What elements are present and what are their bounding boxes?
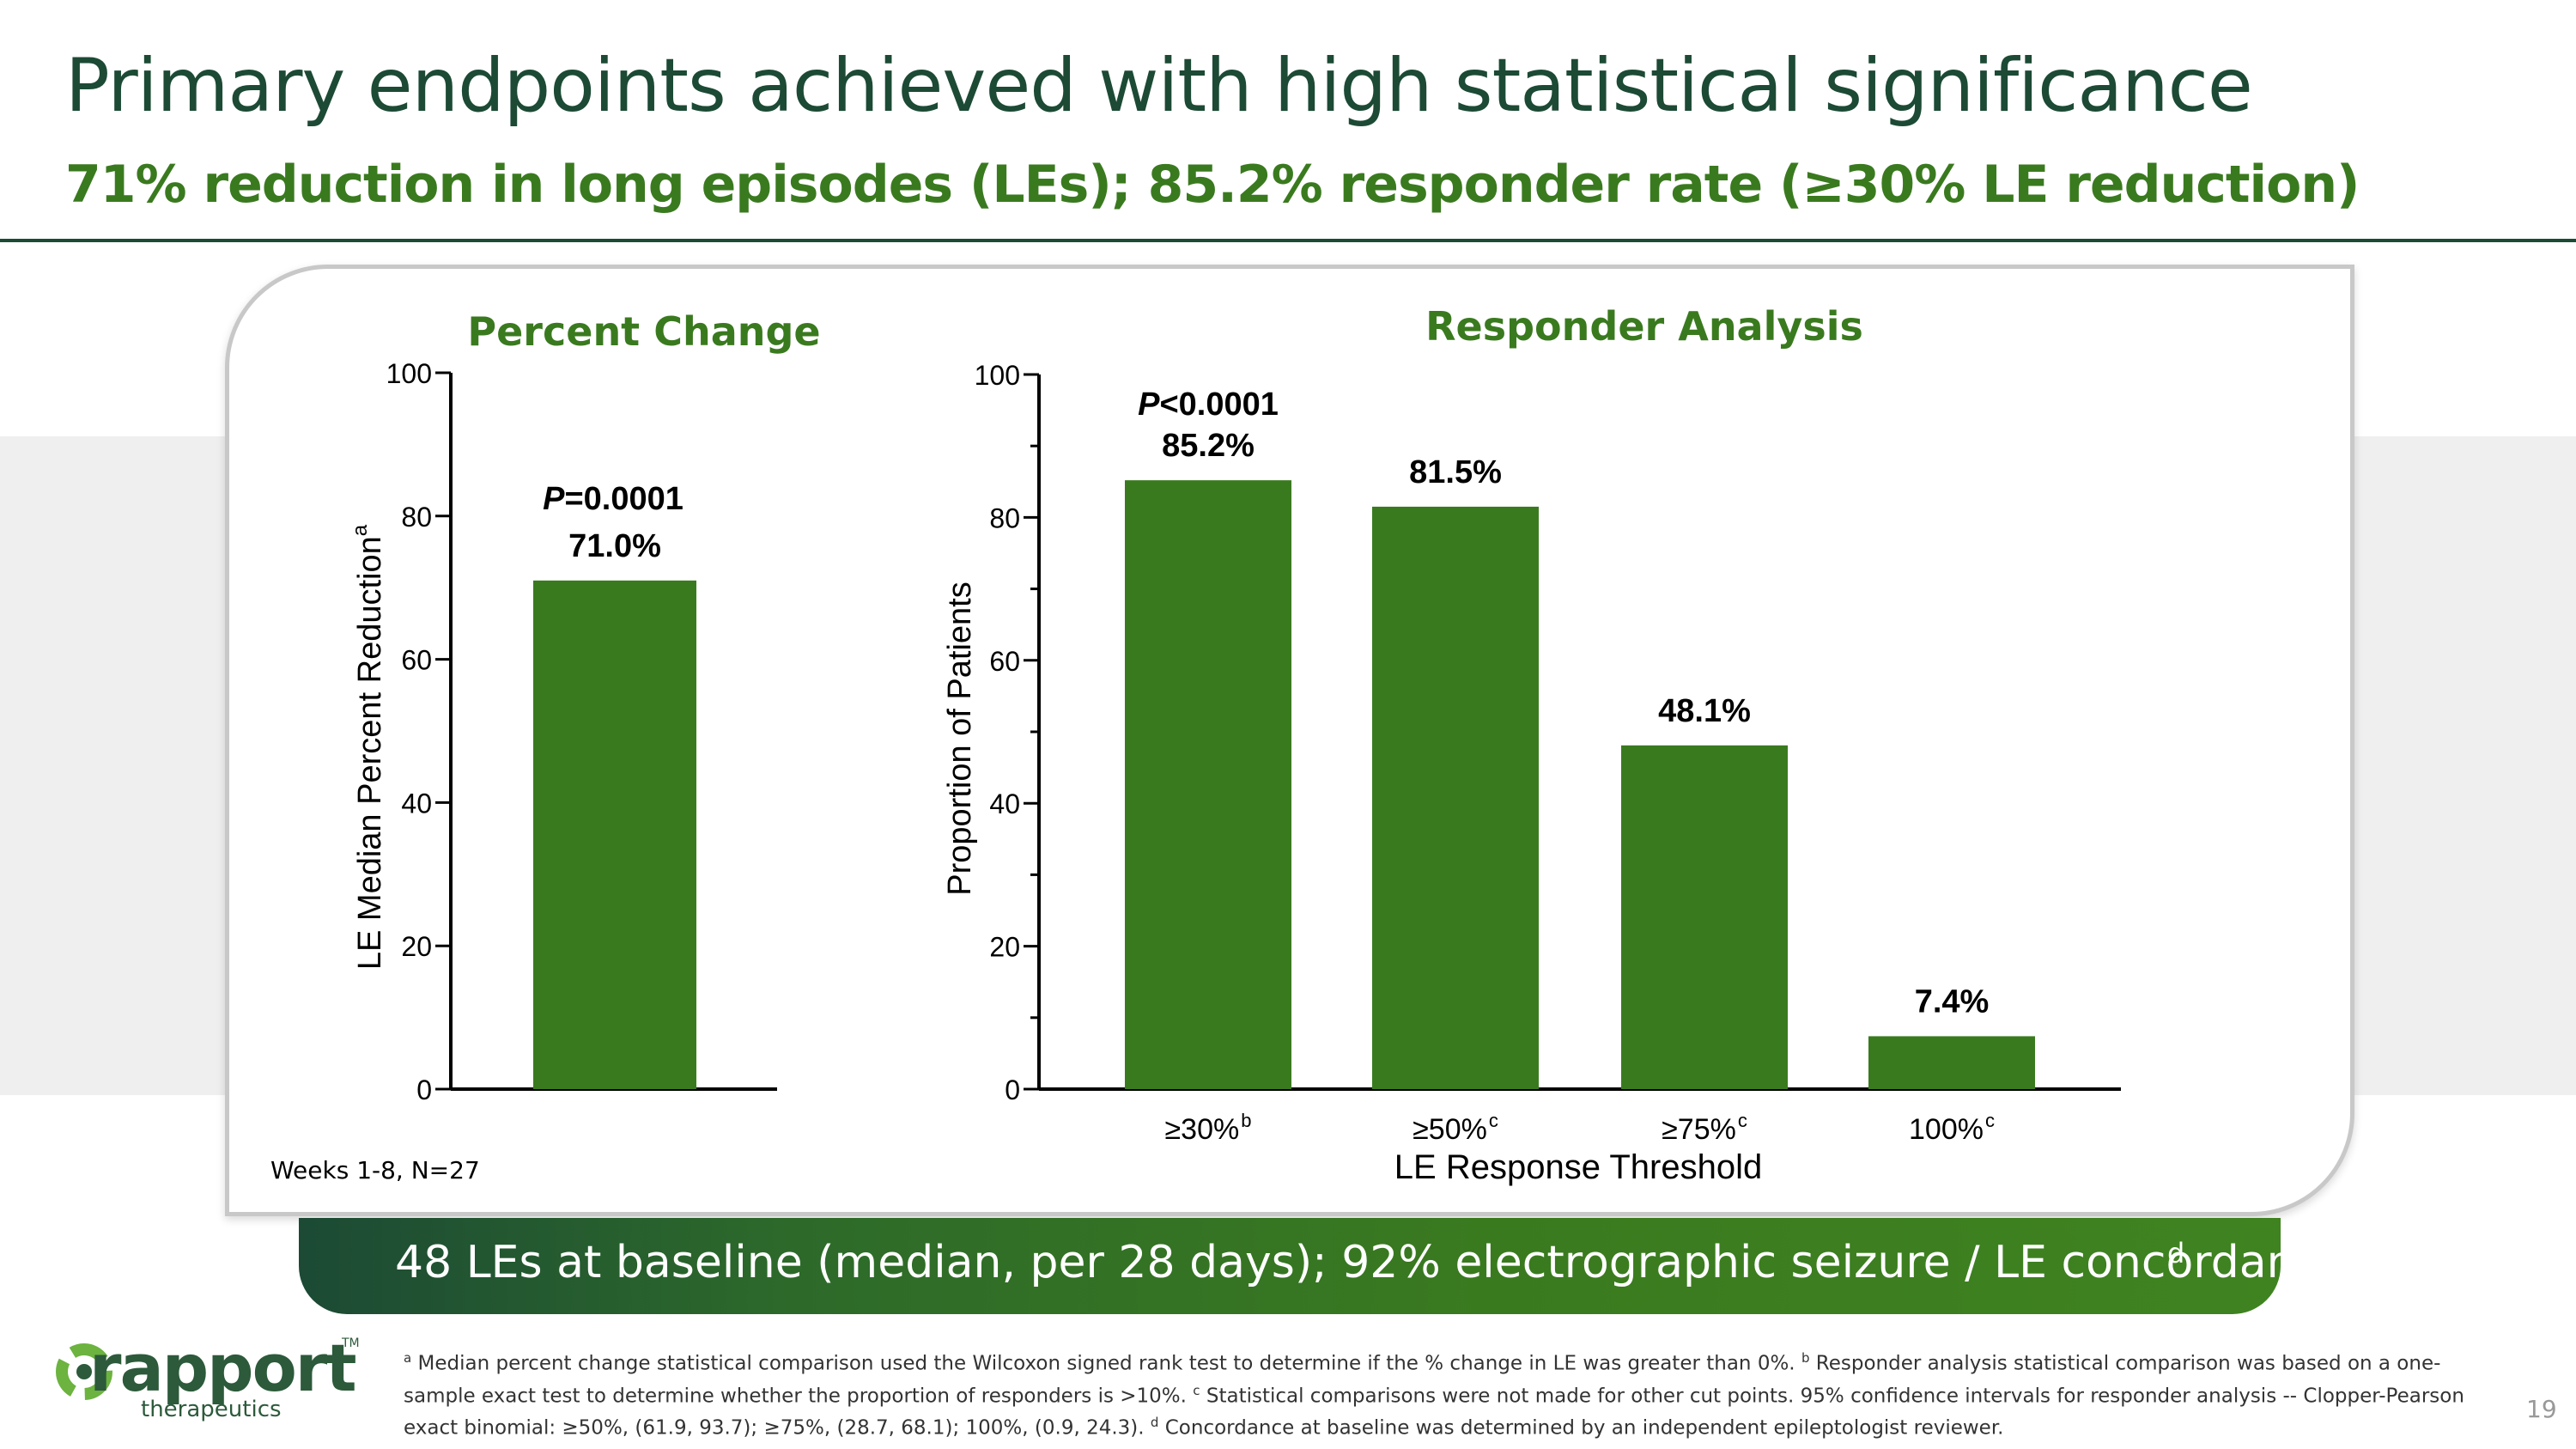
chart1-note: Weeks 1-8, N=27 [270, 1156, 480, 1184]
footnotes: a Median percent change statistical comp… [404, 1350, 2464, 1440]
chart2-data-label: 81.5% [1409, 454, 1502, 490]
chart2-category-sup: c [1489, 1110, 1498, 1131]
chart1-plot: 0 20 40 60 80 100 71.0% [386, 358, 777, 1105]
chart1-data-label: 71.0% [568, 528, 661, 564]
chart2-xlabel: LE Response Threshold [1394, 1148, 1762, 1186]
chart1-y-tick-label: 60 [401, 645, 432, 676]
chart2-y-tick-label: 20 [989, 932, 1020, 963]
chart2-y-tick-label: 100 [975, 360, 1020, 391]
chart1-y-tick-label: 0 [416, 1075, 432, 1105]
chart1-y-tick-label: 40 [401, 788, 432, 819]
chart1-y-tick-label: 100 [386, 358, 432, 389]
chart2-data-label: 85.2% [1162, 428, 1255, 464]
chart2-title: Responder Analysis [1425, 303, 1863, 350]
svg-text:LE Median Percent Reductiona: LE Median Percent Reductiona [349, 524, 388, 970]
logo-wordmark: rapport [89, 1330, 357, 1406]
chart1-ylabel: LE Median Percent Reductiona [349, 524, 388, 970]
chart1-title: Percent Change [467, 308, 820, 355]
footnote-c: Statistical comparisons were not made fo… [404, 1385, 2464, 1440]
summary-banner [299, 1218, 2281, 1314]
chart1-pvalue: P=0.0001 [543, 481, 683, 517]
chart2-category-label: ≥30%b [1165, 1110, 1252, 1146]
chart2-pvalue-rest: <0.0001 [1159, 387, 1278, 423]
chart2-plot: 0 20 40 60 80 100 85.2% ≥30%b 81.5% ≥50%c 48.1% ≥75… [975, 360, 2121, 1146]
chart2-ylabel: Proportion of Patients [942, 581, 978, 895]
chart2-pvalue-prefix: P [1138, 387, 1160, 423]
chart2-y-tick-label: 0 [1005, 1075, 1020, 1105]
rapport-logo-icon [56, 1343, 112, 1400]
footnote-a: Median percent change statistical compar… [417, 1352, 1795, 1375]
chart2-category-sup: c [1738, 1110, 1747, 1131]
chart2-bar [1125, 480, 1291, 1089]
banner-sup: d [2167, 1237, 2185, 1269]
chart2-bar [1621, 745, 1788, 1089]
chart1-y-tick-label: 20 [401, 931, 432, 962]
chart1-ylabel-text: LE Median Percent Reduction [352, 536, 388, 970]
chart2-category-sup: b [1241, 1110, 1251, 1131]
page-title: Primary endpoints achieved with high sta… [65, 43, 2253, 129]
page-number: 19 [2526, 1395, 2557, 1423]
chart2-y-tick-label: 60 [989, 646, 1020, 677]
chart2-bar [1372, 506, 1539, 1089]
chart1-bar [533, 580, 696, 1089]
chart2-category-label: 100%c [1909, 1110, 1995, 1146]
footnote-b: Responder analysis statistical compariso… [404, 1352, 2441, 1408]
page-subtitle: 71% reduction in long episodes (LEs); 85… [65, 155, 2360, 215]
chart1-ylabel-sup: a [349, 524, 372, 536]
chart1-pvalue-rest: =0.0001 [564, 481, 683, 517]
chart2-y-tick-label: 80 [989, 502, 1020, 533]
chart2-data-label: 7.4% [1915, 983, 1990, 1020]
chart2-bar [1868, 1036, 2035, 1089]
title-rule [0, 239, 2576, 242]
footnote-d: Concordance at baseline was determined b… [1164, 1416, 2004, 1440]
logo-tm: TM [342, 1336, 360, 1350]
logo-tagline: therapeutics [141, 1397, 282, 1422]
chart2-category-label: ≥50%c [1413, 1110, 1498, 1146]
chart2-category-sup: c [1985, 1110, 1995, 1131]
banner-text: 48 LEs at baseline (median, per 28 days)… [395, 1237, 2348, 1288]
chart1-pvalue-prefix: P [543, 481, 565, 517]
chart2-pvalue: P<0.0001 [1138, 387, 1279, 423]
chart2-data-label: 48.1% [1658, 693, 1751, 729]
chart1-y-tick-label: 80 [401, 502, 432, 533]
chart2-category-label: ≥75%c [1662, 1110, 1747, 1146]
chart2-y-tick-label: 40 [989, 788, 1020, 819]
